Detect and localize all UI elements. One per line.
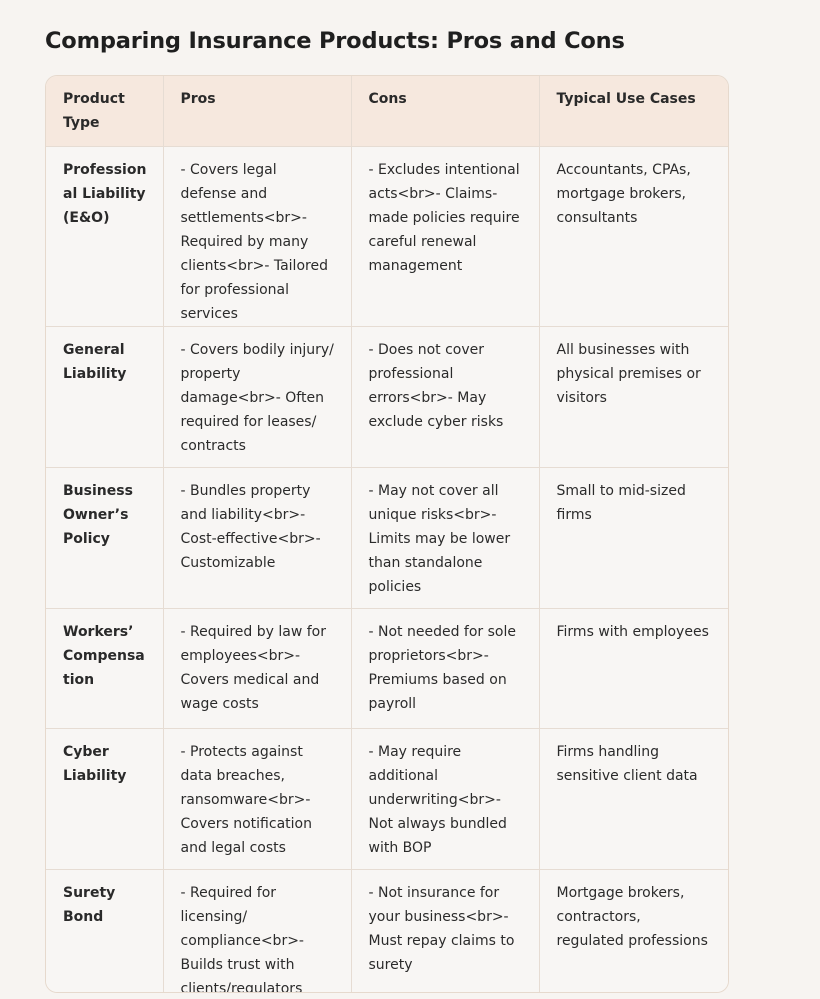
header-pros: Pros	[162, 76, 352, 147]
header-use-cases: Typical Use Cases	[538, 76, 728, 147]
cell-use-cases: Firms handling sensitive client data	[538, 727, 728, 870]
table-row: Business Owner’s Policy - Bundles proper…	[46, 466, 728, 609]
cell-cons: - May not cover all unique risks<br>- Li…	[350, 466, 540, 609]
cell-pros: - Covers legal defense and settlements<b…	[162, 145, 352, 327]
table-row: Workers’ Compensation - Required by law …	[46, 607, 728, 729]
cell-product-type: Professional Liability (E&O)	[46, 145, 164, 327]
table-row: Cyber Liability - Protects against data …	[46, 727, 728, 870]
cell-use-cases: Accountants, CPAs, mortgage brokers, con…	[538, 145, 728, 327]
cell-product-type: Cyber Liability	[46, 727, 164, 870]
cell-cons: - Not needed for sole proprietors<br>- P…	[350, 607, 540, 729]
page-title: Comparing Insurance Products: Pros and C…	[45, 28, 625, 54]
cell-pros: - Covers bodily injury/ property damage<…	[162, 325, 352, 468]
cell-pros: - Bundles property and liability<br>- Co…	[162, 466, 352, 609]
table-row: Professional Liability (E&O) - Covers le…	[46, 145, 728, 327]
cell-use-cases: Mortgage brokers, contractors, regulated…	[538, 868, 728, 992]
cell-pros: - Required for licensing/ compliance<br>…	[162, 868, 352, 992]
header-cons: Cons	[350, 76, 540, 147]
table-header-row: Product Type Pros Cons Typical Use Cases	[46, 76, 728, 147]
table-row: General Liability - Covers bodily injury…	[46, 325, 728, 468]
comparison-table: Product Type Pros Cons Typical Use Cases…	[45, 75, 729, 993]
table-row: Surety Bond - Required for licensing/ co…	[46, 868, 728, 992]
cell-product-type: Business Owner’s Policy	[46, 466, 164, 609]
header-product-type: Product Type	[46, 76, 164, 147]
cell-cons: - May require additional underwriting<br…	[350, 727, 540, 870]
cell-pros: - Required by law for employees<br>- Cov…	[162, 607, 352, 729]
cell-use-cases: Small to mid-sized firms	[538, 466, 728, 609]
cell-cons: - Excludes intentional acts<br>- Claims-…	[350, 145, 540, 327]
insurance-comparison-table: Product Type Pros Cons Typical Use Cases…	[46, 76, 728, 992]
cell-cons: - Not insurance for your business<br>- M…	[350, 868, 540, 992]
cell-use-cases: Firms with employees	[538, 607, 728, 729]
cell-use-cases: All businesses with physical premises or…	[538, 325, 728, 468]
cell-cons: - Does not cover professional errors<br>…	[350, 325, 540, 468]
cell-pros: - Protects against data breaches, ransom…	[162, 727, 352, 870]
cell-product-type: Surety Bond	[46, 868, 164, 992]
cell-product-type: General Liability	[46, 325, 164, 468]
cell-product-type: Workers’ Compensation	[46, 607, 164, 729]
